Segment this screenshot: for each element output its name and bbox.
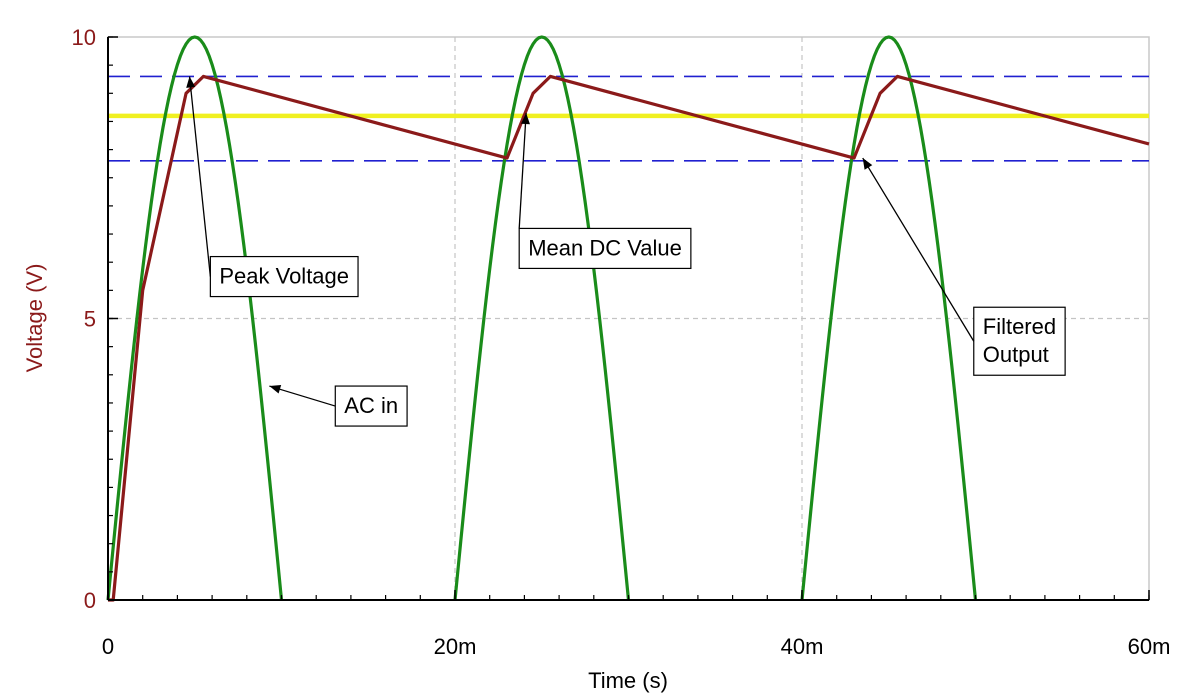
annotation-filtered-output: Filtered Output: [862, 157, 1066, 376]
annotation-arrowhead: [186, 76, 196, 88]
annotation-arrow-line: [269, 385, 336, 407]
x-tick-label: 60m: [1128, 634, 1171, 659]
annotation-arrowhead: [862, 158, 873, 170]
annotation-arrowhead: [269, 384, 282, 394]
annotation-arrow-line: [862, 157, 975, 342]
annotation-label: AC in: [344, 393, 398, 418]
annotation-box: [334, 385, 408, 427]
series-line-filtered-output: [108, 74, 1150, 602]
annotation-box: [209, 255, 359, 298]
series: [106, 35, 1150, 602]
annotations: Peak Voltage Mean DC Value Filtered Output A…: [186, 76, 1066, 427]
series-line-ac-in: [106, 35, 978, 601]
annotation-arrow-line: [518, 112, 527, 229]
reference-lines: [108, 75, 1149, 162]
annotation-ac-in: AC in: [269, 384, 408, 427]
annotation-peak-voltage: Peak Voltage: [186, 76, 359, 298]
annotation-label: Peak Voltage: [219, 264, 349, 289]
x-tick-label: 40m: [781, 634, 824, 659]
axes: 0 20m 40m 60m 0 5 10: [72, 25, 1171, 659]
y-axis-title: Voltage (V): [22, 264, 47, 373]
x-axis-title: Time (s): [588, 668, 668, 693]
y-tick-label: 0: [84, 588, 96, 613]
annotation-label: Mean DC Value: [528, 235, 682, 260]
annotation-arrowhead: [520, 113, 530, 125]
y-tick-label: 10: [72, 25, 96, 50]
annotation-mean-dc-value: Mean DC Value: [518, 112, 692, 270]
annotation-arrow-line: [188, 76, 212, 277]
annotation-box: [973, 306, 1066, 376]
annotation-label: Output: [983, 342, 1049, 367]
x-tick-label: 0: [102, 634, 114, 659]
x-tick-label: 20m: [434, 634, 477, 659]
annotation-box: [518, 227, 692, 270]
annotation-label: Filtered: [983, 314, 1056, 339]
y-tick-label: 5: [84, 307, 96, 332]
